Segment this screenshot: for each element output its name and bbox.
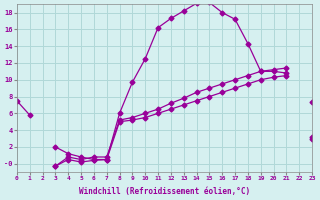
X-axis label: Windchill (Refroidissement éolien,°C): Windchill (Refroidissement éolien,°C)	[79, 187, 250, 196]
